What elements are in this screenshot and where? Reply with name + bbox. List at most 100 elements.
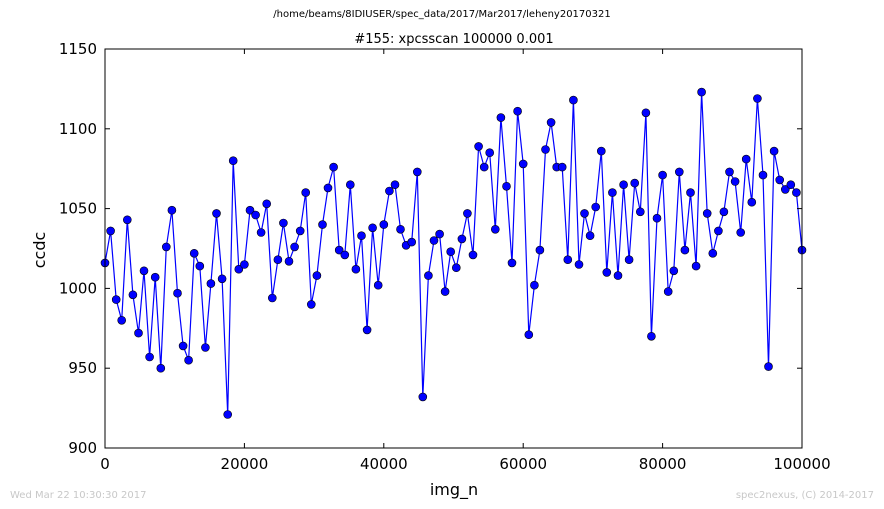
data-point	[647, 331, 656, 341]
data-point	[212, 209, 221, 218]
data-point	[608, 188, 617, 197]
data-point	[345, 180, 355, 189]
y-tick-label: 1150	[59, 40, 97, 58]
data-point	[323, 183, 333, 193]
data-point	[702, 209, 712, 218]
data-point	[362, 325, 372, 335]
y-tick-label: 950	[68, 359, 97, 377]
x-tick-label: 80000	[639, 455, 687, 473]
data-point	[451, 263, 461, 273]
data-point	[557, 162, 567, 172]
data-point	[150, 272, 160, 282]
data-point	[674, 167, 684, 177]
data-point	[753, 94, 762, 103]
data-point	[240, 260, 249, 269]
data-point	[173, 288, 182, 298]
data-point	[128, 290, 138, 300]
data-point	[390, 180, 400, 189]
data-point	[290, 242, 299, 252]
x-tick-label: 20000	[221, 455, 269, 473]
data-point	[223, 410, 232, 419]
data-point	[312, 271, 322, 280]
footer-credit: spec2nexus, (C) 2014-2017	[735, 490, 874, 501]
data-point	[318, 220, 327, 229]
x-tick-label: 40000	[360, 455, 408, 473]
data-point	[725, 167, 734, 177]
data-point	[485, 148, 495, 157]
data-point	[569, 95, 578, 105]
data-point	[490, 225, 500, 234]
footer-timestamp: Wed Mar 22 10:30:30 2017	[10, 490, 147, 501]
data-point	[134, 328, 143, 338]
data-point	[457, 234, 467, 244]
data-point	[563, 255, 573, 265]
data-point	[697, 87, 706, 97]
data-point	[585, 231, 595, 240]
data-point	[769, 146, 779, 156]
data-point	[507, 258, 517, 268]
data-point	[530, 280, 539, 290]
data-point	[329, 162, 338, 172]
data-point	[518, 159, 528, 169]
y-tick-label: 900	[68, 439, 97, 457]
data-point	[351, 264, 361, 274]
data-point	[736, 228, 746, 237]
data-point	[217, 274, 227, 284]
data-point	[306, 300, 316, 309]
x-tick-label: 0	[100, 455, 110, 473]
y-axis-label: ccdc	[30, 232, 49, 269]
data-point	[764, 362, 773, 371]
data-point	[496, 113, 506, 122]
data-point	[630, 178, 640, 188]
data-point	[273, 255, 283, 265]
data-point	[741, 154, 751, 164]
data-point	[691, 261, 701, 271]
data-point	[546, 118, 556, 127]
data-point	[117, 315, 126, 325]
data-point	[295, 226, 305, 236]
data-point	[714, 226, 723, 236]
data-point	[256, 228, 266, 237]
data-point	[334, 245, 344, 255]
data-point	[379, 220, 389, 229]
data-point	[340, 250, 350, 260]
data-point	[624, 255, 634, 265]
data-point	[463, 209, 472, 218]
data-point	[206, 279, 216, 288]
data-point	[245, 205, 255, 215]
data-point	[474, 142, 483, 151]
data-point	[596, 146, 606, 156]
data-point	[574, 260, 584, 269]
data-point	[591, 202, 601, 212]
data-point	[412, 167, 422, 177]
data-point	[429, 236, 439, 245]
data-point	[407, 237, 417, 247]
data-point	[267, 293, 277, 303]
data-point	[719, 207, 729, 217]
data-point	[792, 188, 801, 197]
data-point	[502, 182, 511, 191]
x-tick-label: 100000	[773, 455, 830, 473]
data-point	[580, 209, 589, 218]
data-point	[635, 207, 645, 217]
data-point	[424, 271, 433, 280]
axes-frame	[104, 48, 803, 449]
data-point	[301, 188, 311, 197]
data-point	[262, 199, 272, 209]
chart-title: #155: xpcsscan 100000 0.001	[354, 32, 553, 47]
data-point	[145, 352, 154, 362]
data-point	[368, 223, 377, 233]
data-point	[234, 264, 244, 274]
y-tick-label: 1100	[59, 120, 97, 138]
data-point	[189, 249, 199, 258]
y-tick-label: 1000	[59, 279, 97, 297]
data-point	[435, 229, 444, 239]
plot-area	[100, 87, 807, 419]
data-point	[786, 180, 796, 189]
data-point	[513, 106, 522, 116]
data-point	[385, 186, 394, 196]
file-path-title: /home/beams/8IDIUSER/spec_data/2017/Mar2…	[273, 9, 611, 20]
data-point	[178, 341, 188, 351]
x-axis-label: img_n	[430, 480, 478, 500]
